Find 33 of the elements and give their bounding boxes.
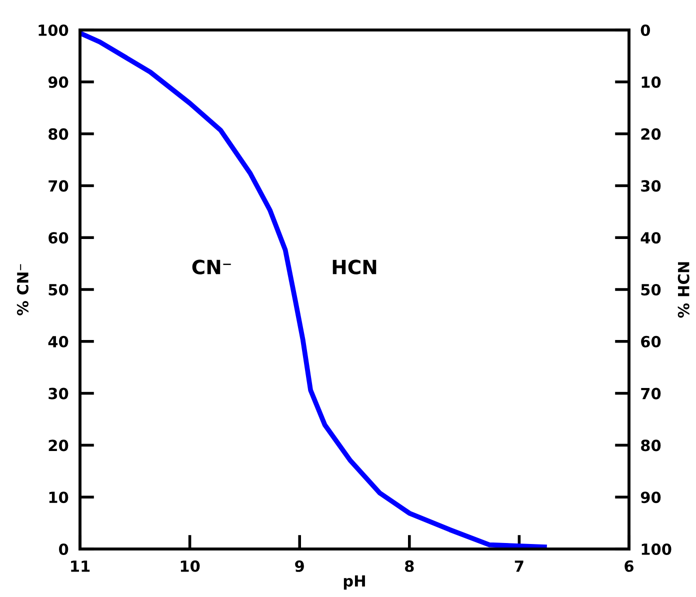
x-axis-title: pH: [344, 575, 365, 590]
y2-tick-label: 30: [641, 180, 661, 192]
y-tick-label: 90: [48, 76, 68, 88]
y-tick-label: 0: [58, 543, 68, 556]
y-axis-title: % CN⁻: [16, 264, 28, 316]
y-tick-label: 20: [48, 440, 68, 452]
y-tick-label: 50: [48, 284, 68, 296]
y2-tick-label: 60: [641, 336, 661, 348]
y2-tick-label: 50: [641, 284, 661, 296]
y-tick-label: 100: [38, 24, 68, 36]
x-tick-label: 11: [71, 560, 90, 572]
x-tick-label: 8: [405, 560, 414, 572]
annotation: CN⁻: [192, 260, 231, 274]
y2-tick-label: 10: [642, 76, 661, 88]
annotation: HCN: [332, 260, 376, 274]
y-tick-label: 30: [48, 388, 68, 400]
y-tick-label: 80: [48, 128, 68, 140]
y-tick-label: 40: [48, 336, 68, 348]
y-tick-label: 60: [48, 232, 68, 244]
y2-tick-label: 70: [641, 388, 661, 400]
y2-tick-label: 90: [640, 492, 661, 504]
y2-tick-label: 20: [641, 128, 661, 140]
x-tick-label: 9: [295, 560, 304, 572]
y-tick-label: 70: [48, 180, 68, 192]
y2-tick-label: 80: [641, 440, 661, 452]
x-tick-label: 6: [624, 560, 634, 572]
x-tick-label: 7: [514, 560, 524, 572]
y2-tick-label: 40: [640, 232, 661, 244]
y-tick-label: 10: [49, 492, 68, 504]
y2-tick-label: 0: [640, 24, 650, 36]
x-tick-label: 10: [180, 560, 200, 572]
y2-axis-title: % HCN: [678, 262, 690, 318]
y2-tick-label: 100: [642, 543, 672, 556]
